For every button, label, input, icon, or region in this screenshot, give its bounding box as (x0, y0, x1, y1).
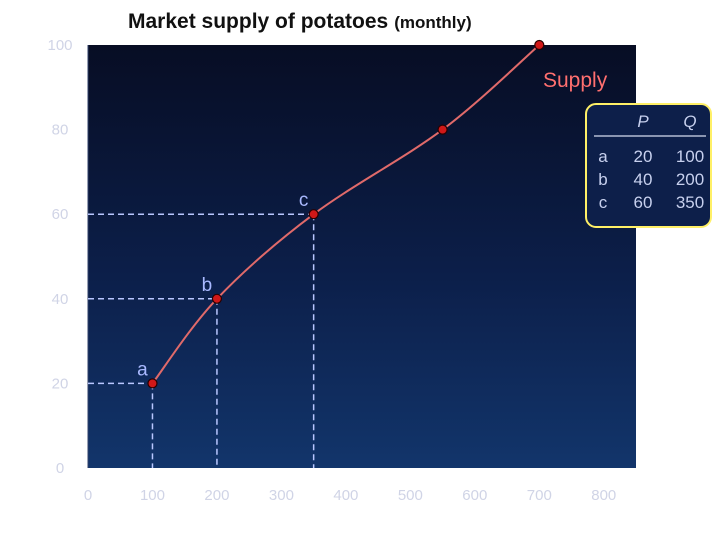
x-tick-label: 700 (527, 487, 552, 504)
table-cell: 40 (634, 170, 653, 189)
table-cell: b (598, 170, 607, 189)
y-tick-label: 0 (56, 460, 64, 477)
chart-title: Market supply of potatoes (monthly) (128, 10, 472, 33)
table-header-cell: P (637, 112, 649, 131)
supply-point (147, 378, 158, 389)
title-text: Market supply of potatoes (128, 10, 388, 33)
plot-background (88, 45, 636, 468)
table-cell: 100 (676, 147, 704, 166)
table-cell: 200 (676, 170, 704, 189)
table-cell: 20 (634, 147, 653, 166)
y-tick-label: 100 (47, 37, 72, 54)
y-tick-label: 80 (52, 122, 69, 139)
data-table: P Qa 20 100 b 40 200 c 60 350 (585, 103, 712, 228)
y-tick-label: 20 (52, 375, 69, 392)
point-label-b: b (202, 275, 213, 296)
table-box (585, 103, 712, 228)
x-tick-label: 300 (269, 487, 294, 504)
x-tick-label: 200 (204, 487, 229, 504)
table-cell: 350 (676, 193, 704, 212)
x-tick-label: 600 (462, 487, 487, 504)
subtitle-text: (monthly) (394, 13, 471, 32)
point-label-c: c (299, 190, 309, 211)
supply-point (211, 293, 223, 304)
x-tick-label: 400 (333, 487, 358, 504)
supply-point (534, 39, 545, 51)
x-tick-label: 0 (84, 487, 92, 504)
table-header-cell: Q (683, 112, 696, 131)
table-cell: a (598, 147, 608, 166)
y-tick-label: 40 (52, 291, 69, 308)
table-cell: 60 (634, 193, 653, 212)
table-cell: c (599, 193, 608, 212)
y-tick-label: 60 (52, 206, 69, 223)
supply-point (437, 124, 448, 135)
x-tick-label: 500 (398, 487, 423, 504)
supply-series-label: Supply (543, 69, 608, 92)
supply-point (308, 209, 319, 220)
x-tick-label: 100 (140, 487, 165, 504)
point-label-a: a (137, 359, 148, 380)
x-tick-label: 800 (591, 487, 616, 504)
